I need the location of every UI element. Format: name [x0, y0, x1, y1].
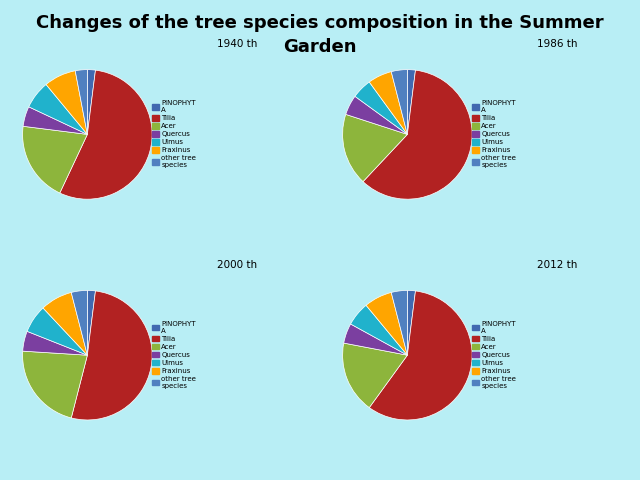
Legend: PINOPHYT
A, Tilia, Acer, Quercus, Ulmus, Fraxinus, other tree
species: PINOPHYT A, Tilia, Acer, Quercus, Ulmus,… — [152, 100, 196, 168]
Wedge shape — [27, 308, 88, 355]
Text: 1940 th: 1940 th — [217, 39, 257, 49]
Wedge shape — [363, 70, 472, 199]
Wedge shape — [366, 292, 408, 355]
Wedge shape — [71, 291, 152, 420]
Wedge shape — [346, 96, 408, 134]
Wedge shape — [60, 70, 152, 199]
Wedge shape — [43, 292, 88, 355]
Legend: PINOPHYT
A, Tilia, Acer, Quercus, Ulmus, Fraxinus, other tree
species: PINOPHYT A, Tilia, Acer, Quercus, Ulmus,… — [472, 321, 516, 389]
Text: Changes of the tree species composition in the Summer
Garden: Changes of the tree species composition … — [36, 14, 604, 56]
Wedge shape — [87, 290, 95, 355]
Text: 2000 th: 2000 th — [217, 260, 257, 270]
Wedge shape — [87, 70, 95, 134]
Wedge shape — [29, 84, 88, 134]
Wedge shape — [391, 290, 408, 355]
Wedge shape — [355, 82, 408, 134]
Wedge shape — [22, 331, 88, 355]
Wedge shape — [46, 71, 88, 134]
Wedge shape — [407, 70, 415, 134]
Text: 1986 th: 1986 th — [537, 39, 577, 49]
Wedge shape — [351, 305, 408, 355]
Wedge shape — [369, 72, 408, 134]
Wedge shape — [23, 107, 88, 134]
Wedge shape — [407, 290, 415, 355]
Wedge shape — [71, 290, 88, 355]
Wedge shape — [369, 291, 472, 420]
Wedge shape — [22, 351, 88, 418]
Wedge shape — [22, 126, 88, 193]
Legend: PINOPHYT
A, Tilia, Acer, Quercus, Ulmus, Fraxinus, other tree
species: PINOPHYT A, Tilia, Acer, Quercus, Ulmus,… — [472, 100, 516, 168]
Wedge shape — [344, 324, 408, 355]
Wedge shape — [342, 343, 408, 408]
Wedge shape — [76, 70, 88, 134]
Legend: PINOPHYT
A, Tilia, Acer, Quercus, Ulmus, Fraxinus, other tree
species: PINOPHYT A, Tilia, Acer, Quercus, Ulmus,… — [152, 321, 196, 389]
Wedge shape — [391, 70, 408, 134]
Text: 2012 th: 2012 th — [537, 260, 577, 270]
Wedge shape — [342, 114, 408, 181]
